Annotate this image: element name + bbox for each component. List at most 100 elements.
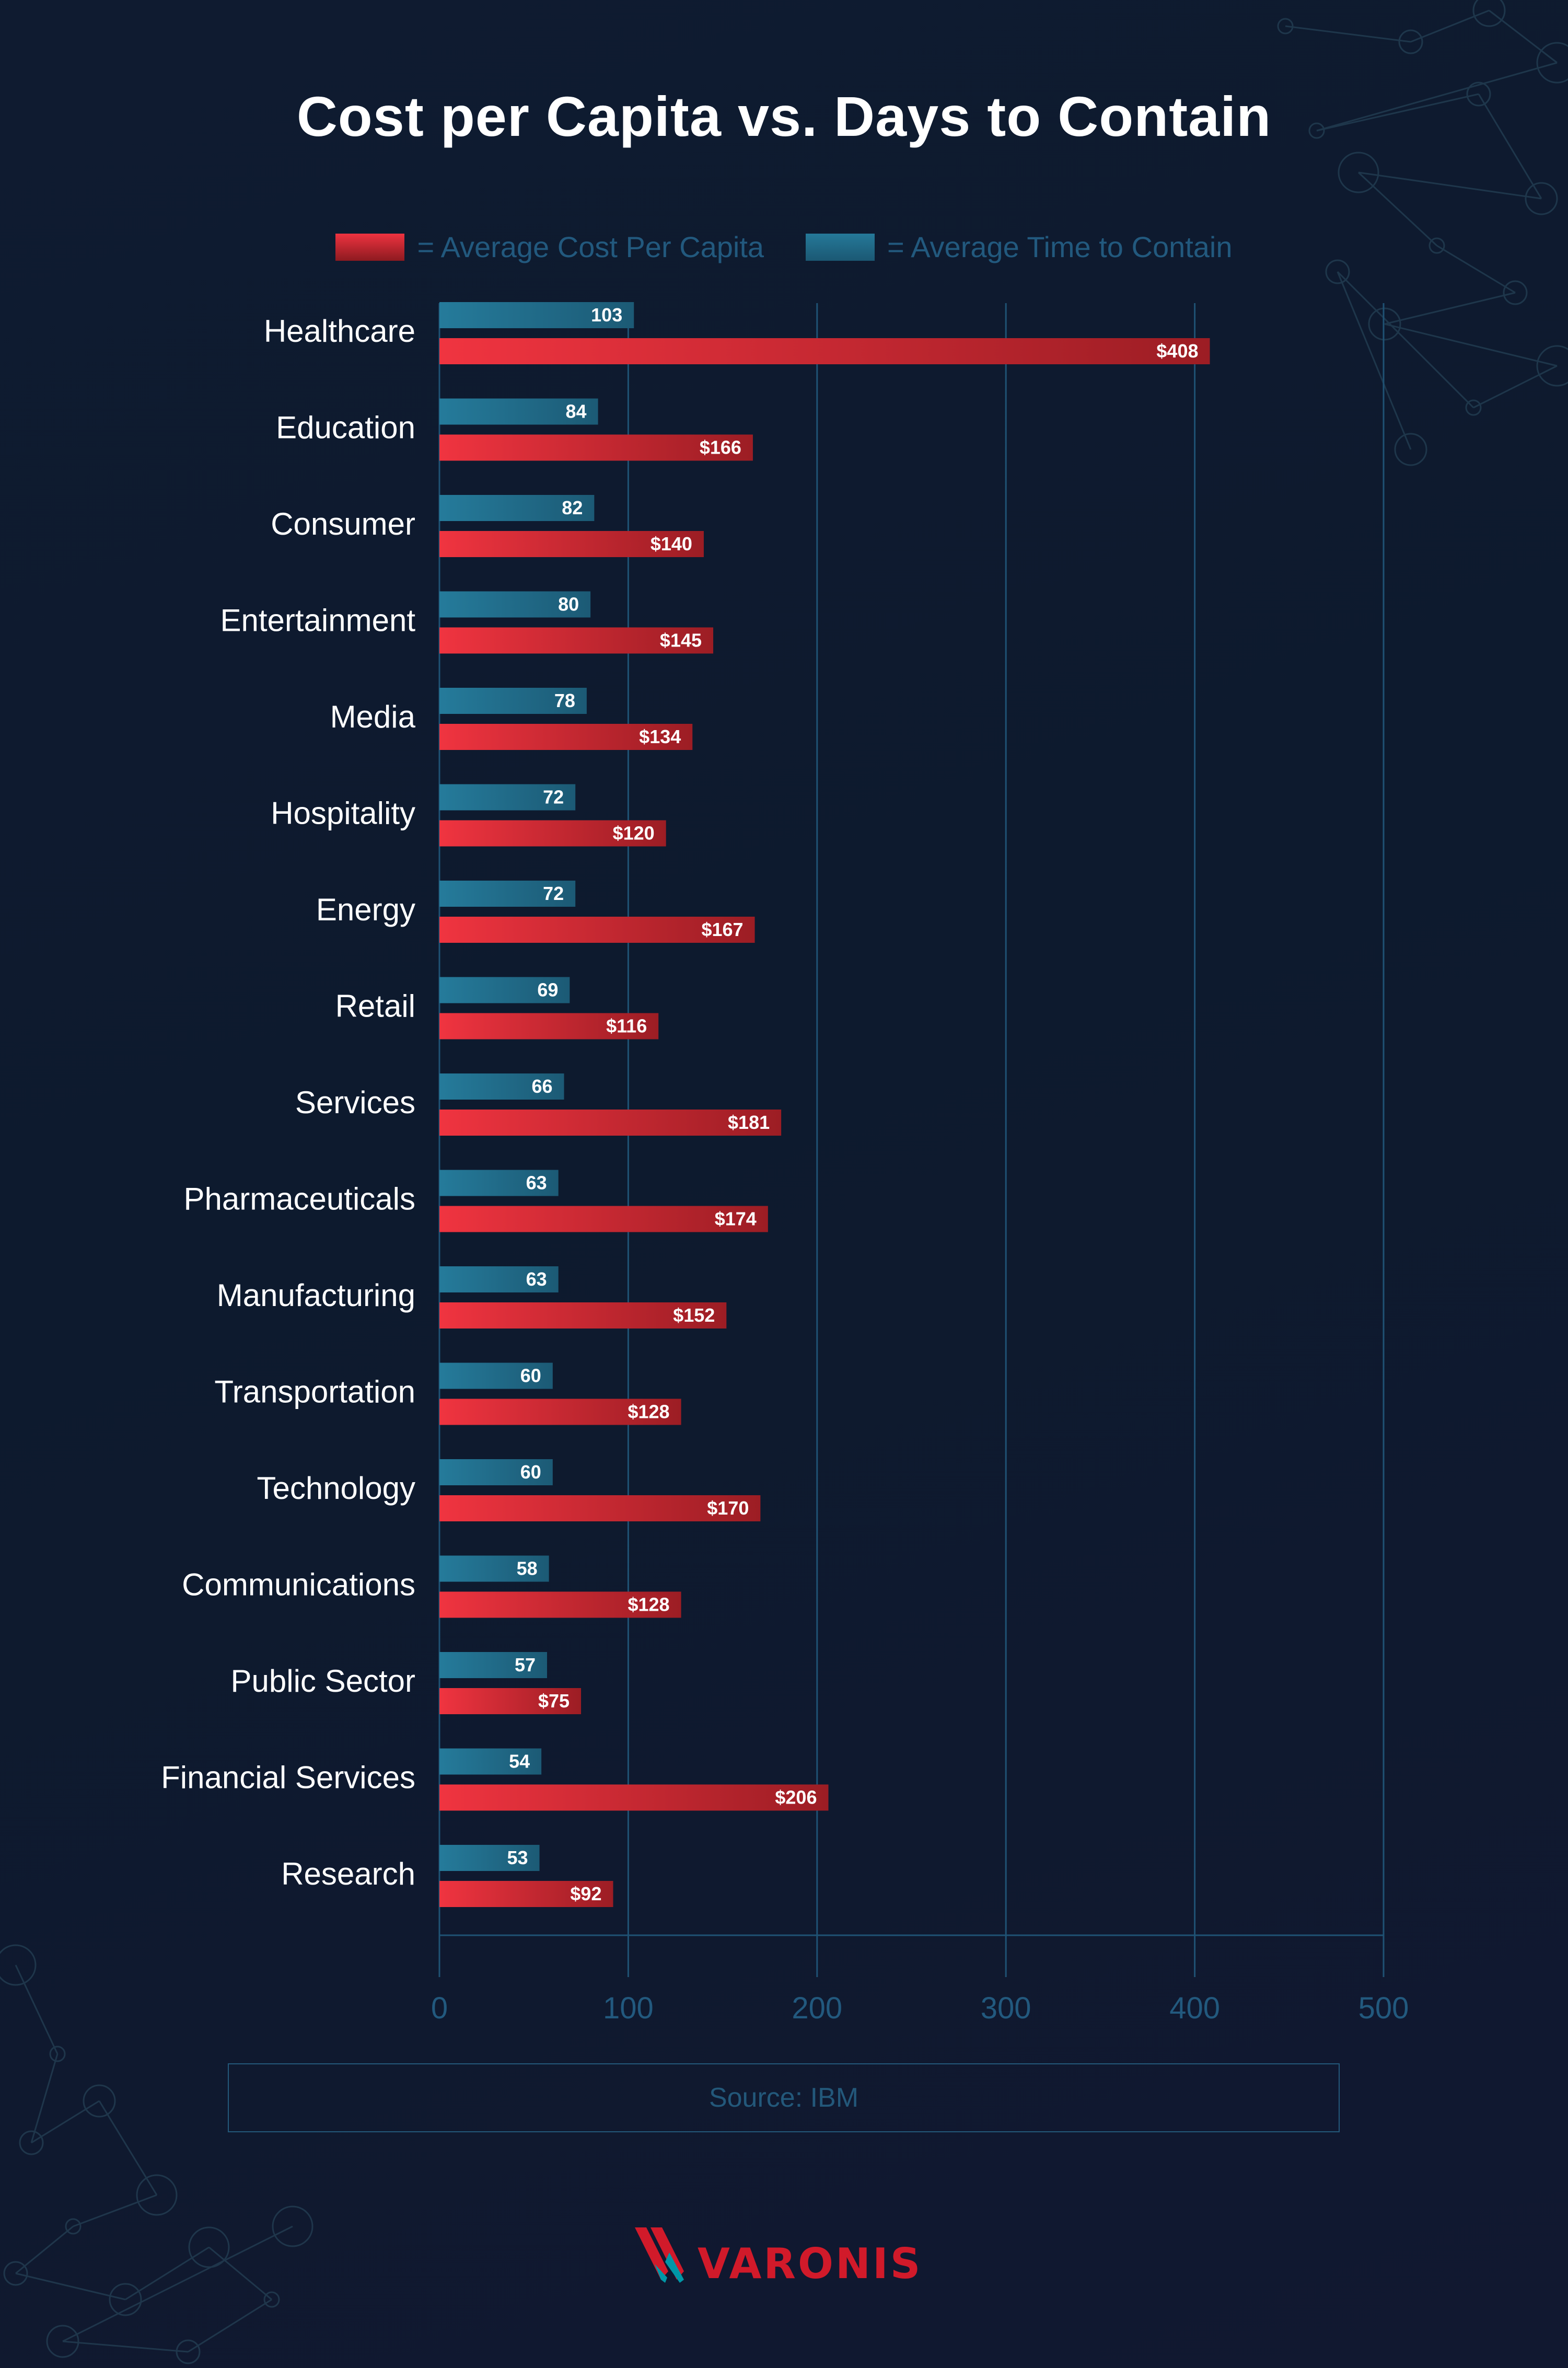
bar-time-to-contain xyxy=(439,1170,559,1196)
x-tick-label: 200 xyxy=(792,1991,842,2025)
legend: = Average Cost Per Capita = Average Time… xyxy=(0,230,1568,264)
bar-time-to-contain xyxy=(439,1748,542,1775)
legend-swatch-cost xyxy=(335,233,405,261)
bar-time-to-contain xyxy=(439,1555,549,1582)
bar-value-label: $134 xyxy=(639,726,681,747)
bar-value-label: $116 xyxy=(606,1015,647,1037)
bar-cost-per-capita xyxy=(439,627,714,654)
category-label: Consumer xyxy=(271,506,415,541)
bar-value-label: 69 xyxy=(537,979,558,1001)
bar-cost-per-capita xyxy=(439,531,704,557)
bar-value-label: $120 xyxy=(613,823,655,844)
legend-item-cost: = Average Cost Per Capita xyxy=(335,230,764,264)
x-tick-label: 0 xyxy=(431,1991,448,2025)
category-label: Financial Services xyxy=(161,1760,415,1795)
bar-value-label: 57 xyxy=(515,1654,536,1676)
x-tick-label: 300 xyxy=(981,1991,1031,2025)
bar-time-to-contain xyxy=(439,398,598,425)
bar-value-label: 78 xyxy=(554,690,575,711)
bar-time-to-contain xyxy=(439,1459,553,1485)
bar-value-label: 84 xyxy=(566,401,587,422)
category-label: Communications xyxy=(182,1567,415,1602)
chart-title: Cost per Capita vs. Days to Contain xyxy=(296,85,1272,148)
category-label: Transportation xyxy=(214,1374,415,1410)
bar-cost-per-capita xyxy=(439,1110,782,1136)
bar-time-to-contain xyxy=(439,688,587,714)
x-tick-label: 400 xyxy=(1169,1991,1220,2025)
bar-time-to-contain xyxy=(439,977,570,1003)
bar-value-label: $166 xyxy=(700,437,741,458)
source-text: Source: IBM xyxy=(708,2083,859,2113)
bar-value-label: 60 xyxy=(520,1461,541,1483)
category-label: Services xyxy=(295,1085,415,1120)
bar-value-label: $174 xyxy=(715,1208,757,1230)
bar-time-to-contain xyxy=(439,1073,564,1100)
bar-value-label: 103 xyxy=(591,304,622,326)
bar-time-to-contain xyxy=(439,1266,559,1292)
bar-time-to-contain xyxy=(439,1652,547,1678)
bar-value-label: 72 xyxy=(543,883,564,904)
bar-value-label: $92 xyxy=(570,1883,601,1904)
bar-cost-per-capita xyxy=(439,1688,582,1714)
category-label: Energy xyxy=(316,892,415,927)
bar-cost-per-capita xyxy=(439,1881,613,1907)
svg-text:VARONIS: VARONIS xyxy=(698,2239,922,2288)
bar-cost-per-capita xyxy=(439,724,693,750)
bar-value-label: 63 xyxy=(526,1172,547,1194)
bar-cost-per-capita xyxy=(439,820,666,847)
category-label: Pharmaceuticals xyxy=(183,1182,415,1217)
bar-value-label: 53 xyxy=(507,1847,528,1868)
bar-value-label: $152 xyxy=(673,1304,715,1326)
bar-value-label: $128 xyxy=(628,1401,669,1423)
bar-time-to-contain xyxy=(439,1845,540,1871)
bar-cost-per-capita xyxy=(439,1495,761,1521)
category-label: Retail xyxy=(335,989,415,1024)
bar-cost-per-capita xyxy=(439,1206,768,1232)
legend-label-time: = Average Time to Contain xyxy=(887,230,1233,263)
bar-value-label: $206 xyxy=(775,1787,817,1808)
bar-value-label: 63 xyxy=(526,1268,547,1290)
bar-value-label: $75 xyxy=(538,1690,570,1712)
bar-value-label: $408 xyxy=(1156,340,1198,362)
bar-value-label: 58 xyxy=(517,1558,538,1579)
category-label: Research xyxy=(281,1856,415,1891)
category-label: Manufacturing xyxy=(217,1278,415,1313)
bar-value-label: 54 xyxy=(509,1751,530,1772)
bar-value-label: $167 xyxy=(701,919,743,940)
legend-label-cost: = Average Cost Per Capita xyxy=(417,230,764,263)
bar-time-to-contain xyxy=(439,495,595,521)
x-tick-label: 100 xyxy=(603,1991,654,2025)
legend-item-time: = Average Time to Contain xyxy=(806,230,1233,264)
bar-time-to-contain xyxy=(439,784,576,811)
category-label: Hospitality xyxy=(271,796,415,831)
bar-time-to-contain xyxy=(439,591,591,618)
category-label: Technology xyxy=(257,1471,415,1506)
bar-value-label: 60 xyxy=(520,1365,541,1387)
bar-cost-per-capita xyxy=(439,1302,727,1329)
bar-value-label: 80 xyxy=(558,594,579,615)
bar-cost-per-capita xyxy=(439,1013,659,1039)
varonis-logo: VARONIS xyxy=(635,2227,922,2288)
bar-value-label: 66 xyxy=(531,1076,552,1097)
bar-value-label: $128 xyxy=(628,1594,669,1615)
legend-swatch-time xyxy=(806,233,875,261)
bar-time-to-contain xyxy=(439,881,576,907)
category-label: Healthcare xyxy=(264,314,415,349)
bar-time-to-contain xyxy=(439,302,634,328)
bar-value-label: 82 xyxy=(562,497,583,518)
bar-value-label: $140 xyxy=(651,533,692,555)
bar-value-label: $170 xyxy=(707,1497,749,1519)
source-box: Source: IBM xyxy=(228,2063,1340,2132)
category-label: Public Sector xyxy=(231,1664,416,1699)
x-tick-label: 500 xyxy=(1358,1991,1409,2025)
bar-value-label: $145 xyxy=(660,630,702,651)
bar-cost-per-capita xyxy=(439,1784,829,1811)
category-label: Entertainment xyxy=(220,603,415,638)
bar-cost-per-capita xyxy=(439,1399,681,1425)
category-label: Media xyxy=(330,699,416,734)
bar-cost-per-capita xyxy=(439,338,1210,364)
category-label: Education xyxy=(276,410,415,445)
bar-value-label: 72 xyxy=(543,787,564,808)
